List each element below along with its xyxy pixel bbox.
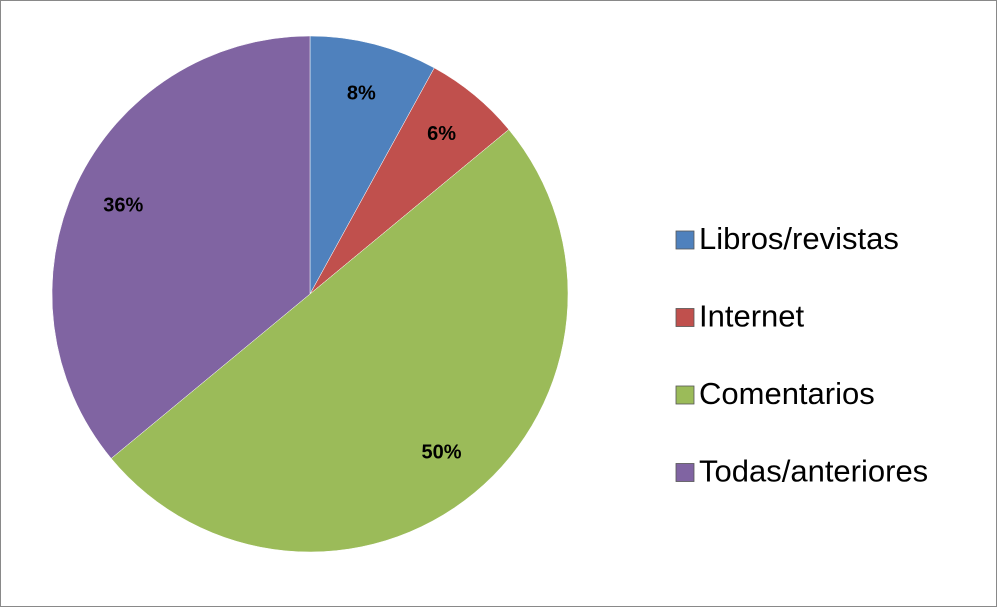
legend-swatch: [675, 230, 695, 250]
data-label: 6%: [427, 123, 456, 145]
legend-swatch: [675, 308, 695, 327]
legend-label: Internet: [699, 299, 805, 334]
data-label: 50%: [422, 441, 462, 463]
legend-swatch: [675, 385, 695, 405]
data-label: 36%: [103, 194, 143, 216]
legend-label: Libros/revistas: [699, 221, 899, 256]
pie-slice: [110, 129, 568, 552]
pie-slice: [309, 35, 435, 295]
legend-swatch: [675, 463, 695, 482]
legend-label: Comentarios: [699, 376, 875, 411]
data-label: 8%: [347, 82, 376, 104]
pie-slice: [51, 35, 311, 459]
legend-label: Todas/anteriores: [699, 454, 928, 489]
